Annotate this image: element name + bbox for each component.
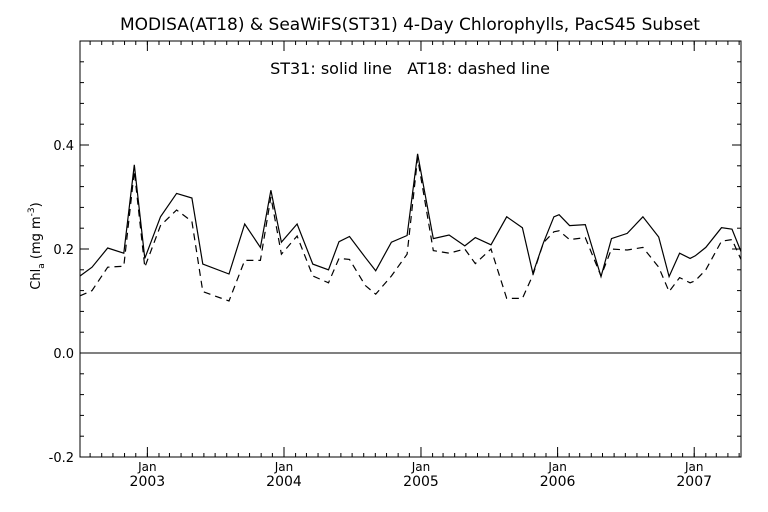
y-axis-label-close: ): [29, 202, 44, 207]
y-axis-label-superscript: -3: [27, 207, 37, 216]
y-axis-label-subscript: a: [37, 263, 47, 269]
y-tick-label: 0.0: [53, 347, 74, 362]
y-axis-label: Chla (mg m-3): [27, 202, 47, 289]
y-tick-label: 0.4: [53, 139, 74, 154]
x-tick-year-label: 2006: [540, 474, 576, 490]
x-tick-year-label: 2005: [403, 474, 439, 490]
chart-title: MODISA(AT18) & SeaWiFS(ST31) 4-Day Chlor…: [120, 15, 700, 35]
x-tick-month-label: Jan: [684, 460, 704, 474]
x-tick-month-label: Jan: [274, 460, 294, 474]
x-tick-month-label: Jan: [411, 460, 431, 474]
y-tick-label: -0.2: [49, 451, 74, 466]
y-tick-label: 0.2: [53, 243, 74, 258]
x-tick-year-label: 2003: [130, 474, 166, 490]
x-tick-year-label: 2007: [676, 474, 712, 490]
plot-area: -0.20.00.20.4Jan2003Jan2004Jan2005Jan200…: [49, 40, 742, 490]
series-line-st31: [79, 153, 742, 279]
series-line-at18: [79, 157, 742, 302]
y-axis-label-base: Chl: [29, 269, 44, 290]
x-tick-month-label: Jan: [547, 460, 567, 474]
x-tick-month-label: Jan: [137, 460, 157, 474]
chart-annotation: ST31: solid line AT18: dashed line: [270, 59, 550, 78]
x-tick-year-label: 2004: [266, 474, 302, 490]
y-axis-label-units: (mg m: [29, 216, 44, 263]
